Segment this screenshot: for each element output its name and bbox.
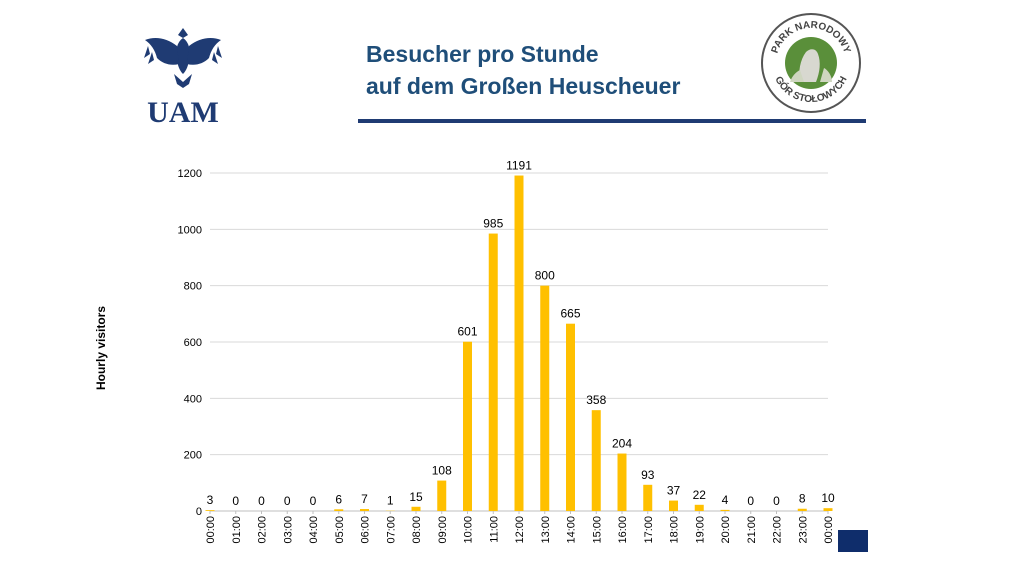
x-tick-label: 09:00 [437,516,449,544]
y-tick-label: 400 [184,393,202,405]
title-line-1: Besucher pro Stunde [366,41,599,67]
x-tick-label: 18:00 [669,516,681,544]
x-tick-label: 00:00 [205,516,217,544]
data-label: 0 [284,494,291,508]
bar [463,341,472,511]
y-tick-label: 800 [184,281,202,293]
x-tick-label: 12:00 [514,516,526,544]
data-label: 0 [747,494,754,508]
data-label: 358 [586,393,606,407]
bar [566,323,575,511]
park-logo: PARK NARODOWY GÓR STOŁOWYCH [761,13,861,113]
data-label: 37 [667,484,681,498]
data-label: 15 [409,490,423,504]
data-label: 6 [335,492,342,506]
data-label: 0 [773,494,780,508]
bar [669,500,678,511]
x-tick-label: 07:00 [385,516,397,544]
bar [334,509,344,511]
data-label: 800 [535,269,555,283]
slide-title: Besucher pro Stunde auf dem Großen Heusc… [366,38,680,102]
x-tick-label: 21:00 [746,516,758,544]
x-tick-label: 17:00 [643,516,655,544]
data-label: 1 [387,494,394,508]
x-tick-label: 13:00 [540,516,552,544]
bar [360,509,369,511]
bar [797,508,807,511]
x-tick-label: 04:00 [308,516,320,544]
y-tick-label: 0 [196,506,202,518]
title-line-2: auf dem Großen Heuscheuer [366,73,681,99]
bar [411,506,421,511]
x-tick-label: 20:00 [720,516,732,544]
data-label: 4 [722,493,729,507]
bar [694,504,704,511]
data-label: 0 [232,494,239,508]
x-tick-label: 14:00 [566,516,578,544]
bar [437,480,447,511]
data-label: 22 [693,488,707,502]
x-tick-label: 05:00 [334,516,346,544]
bar [643,484,653,511]
data-label: 10 [821,491,835,505]
x-tick-label: 22:00 [772,516,784,544]
bar [591,410,601,511]
uam-logo-text: UAM [147,96,219,128]
x-tick-label: 03:00 [282,516,294,544]
x-tick-label: 06:00 [360,516,372,544]
data-label: 601 [457,325,477,339]
x-tick-label: 23:00 [797,516,809,544]
x-tick-label: 11:00 [488,516,500,543]
x-tick-label: 16:00 [617,516,629,544]
bar [823,508,833,511]
bar [205,510,215,511]
x-tick-label: 19:00 [694,516,706,544]
y-tick-label: 200 [184,450,202,462]
bar [617,453,627,511]
data-label: 0 [310,494,317,508]
x-tick-label: 02:00 [257,516,269,544]
y-tick-label: 1000 [178,224,202,236]
data-label: 108 [432,464,452,478]
y-tick-label: 1200 [178,168,202,180]
x-tick-label: 15:00 [591,516,603,544]
title-underline [358,119,866,123]
bar [720,509,730,511]
data-label: 7 [361,492,368,506]
data-label: 93 [641,468,655,482]
data-label: 665 [560,307,580,321]
data-label: 985 [483,217,503,231]
bar [488,233,498,511]
data-label: 8 [799,492,806,506]
x-tick-label: 01:00 [231,516,243,544]
data-label: 0 [258,494,265,508]
x-tick-label: 00:00 [823,516,835,544]
data-label: 3 [207,493,214,507]
uam-logo: UAM [144,28,222,128]
y-axis-title: Hourly visitors [94,305,108,391]
y-tick-label: 600 [184,337,202,349]
bar [514,175,524,511]
bar [540,285,550,511]
x-tick-label: 10:00 [463,516,475,544]
x-tick-label: 08:00 [411,516,423,544]
corner-block [838,530,868,552]
data-label: 204 [612,437,632,451]
data-label: 1191 [506,159,532,173]
